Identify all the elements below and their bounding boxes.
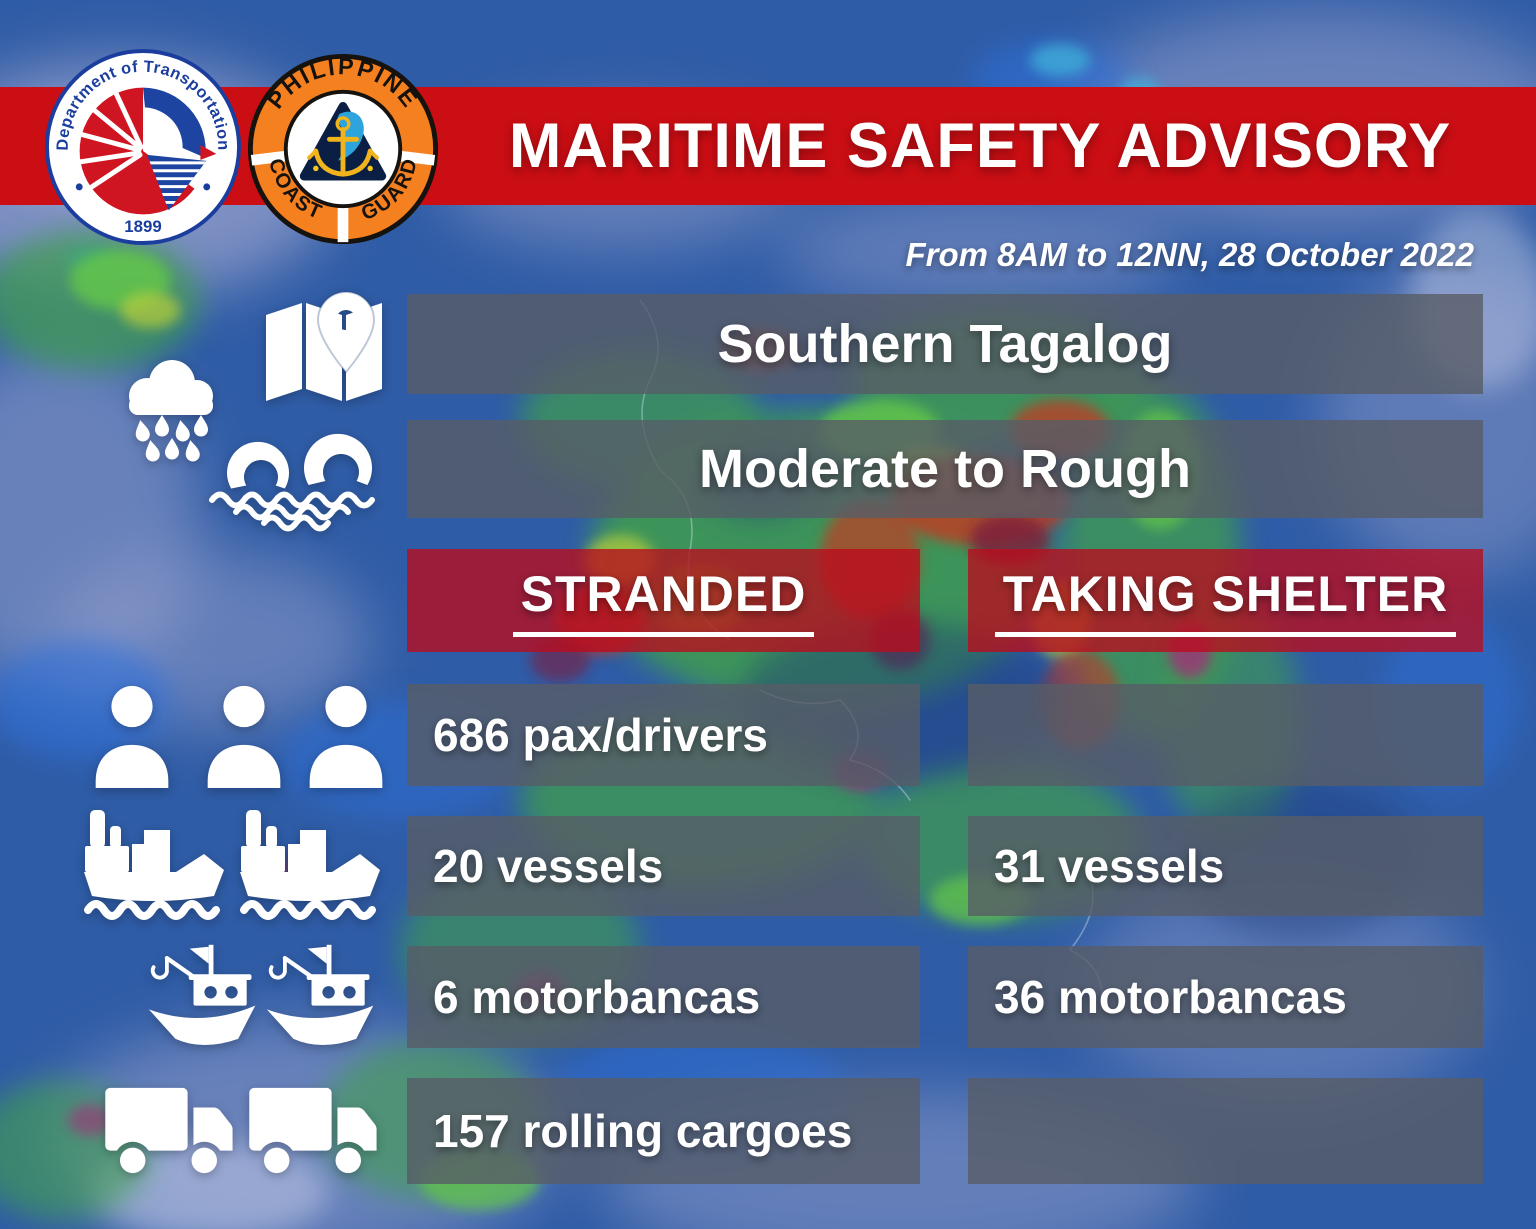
dotr-logo: Department of Transportation 1899 [44,48,242,246]
stranded-label: STRANDED [512,565,815,637]
stranded-passengers-value: 686 pax/drivers [433,709,769,761]
shelter-vessels-row: 31 vessels [968,816,1483,916]
motorbanca-icon [146,942,260,1054]
stranded-motorbancas-row: 6 motorbancas [407,946,920,1048]
truck-icon [246,1082,378,1180]
stranded-cargoes-value: 157 rolling cargoes [433,1105,853,1157]
truck-icon [102,1082,234,1180]
taking-shelter-label: TAKING SHELTER [994,565,1457,637]
page-title: MARITIME SAFETY ADVISORY [508,111,1452,181]
validity-period: From 8AM to 12NN, 28 October 2022 [905,236,1474,273]
region-header: Southern Tagalog [407,294,1483,394]
sea-condition-header: Moderate to Rough [407,420,1483,518]
shelter-vessels-value: 31 vessels [994,840,1225,892]
shelter-motorbancas-row: 36 motorbancas [968,946,1483,1048]
shelter-motorbancas-value: 36 motorbancas [994,971,1347,1023]
passengers-icon [207,685,281,789]
shelter-passengers-row [968,684,1483,786]
stranded-cargoes-row: 157 rolling cargoes [407,1078,920,1184]
stranded-vessels-value: 20 vessels [433,840,664,892]
motorbanca-icon [264,942,378,1054]
stranded-column-header: STRANDED [407,549,920,652]
cargo-ship-icon [240,808,384,918]
stranded-vessels-row: 20 vessels [407,816,920,916]
region-name: Southern Tagalog [717,314,1173,374]
pcg-logo: PHILIPPINE COAST GUARD [247,53,439,245]
passengers-icon [95,685,169,789]
sea-condition: Moderate to Rough [699,439,1191,499]
dotr-year: 1899 [124,217,161,236]
ocean-waves-icon [208,428,388,528]
cargo-ship-icon [84,808,228,918]
taking-shelter-column-header: TAKING SHELTER [968,549,1483,652]
passengers-icon [309,685,383,789]
shelter-cargoes-row [968,1078,1483,1184]
stranded-passengers-row: 686 pax/drivers [407,684,920,786]
stranded-motorbancas-value: 6 motorbancas [433,971,761,1023]
map-location-icon [258,288,388,406]
